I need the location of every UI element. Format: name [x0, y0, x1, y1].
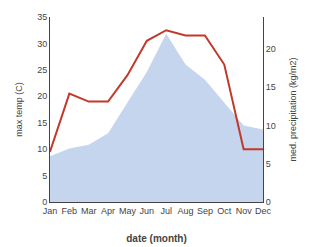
svg-text:Jan: Jan — [43, 206, 58, 216]
svg-text:date (month): date (month) — [126, 233, 187, 244]
svg-text:May: May — [119, 206, 137, 216]
svg-text:Feb: Feb — [62, 206, 78, 216]
svg-text:10: 10 — [266, 121, 276, 131]
svg-text:0: 0 — [42, 197, 47, 207]
svg-text:Oct: Oct — [217, 206, 232, 216]
svg-text:Sep: Sep — [197, 206, 213, 216]
svg-text:Jul: Jul — [160, 206, 172, 216]
svg-text:max temp (C): max temp (C) — [14, 82, 24, 137]
svg-text:Mar: Mar — [81, 206, 97, 216]
svg-text:Jun: Jun — [140, 206, 155, 216]
svg-text:med. precipitation (kg/m2): med. precipitation (kg/m2) — [288, 57, 298, 161]
svg-text:10: 10 — [37, 144, 47, 154]
svg-text:Nov: Nov — [236, 206, 253, 216]
svg-text:Aug: Aug — [178, 206, 194, 216]
svg-text:5: 5 — [266, 159, 271, 169]
svg-text:0: 0 — [266, 197, 271, 207]
svg-text:25: 25 — [37, 65, 47, 75]
svg-text:Dec: Dec — [255, 206, 272, 216]
svg-text:15: 15 — [266, 82, 276, 92]
svg-text:20: 20 — [266, 44, 276, 54]
svg-text:15: 15 — [37, 118, 47, 128]
svg-text:Apr: Apr — [101, 206, 115, 216]
svg-text:5: 5 — [42, 171, 47, 181]
svg-text:30: 30 — [37, 39, 47, 49]
svg-text:20: 20 — [37, 91, 47, 101]
svg-text:35: 35 — [37, 12, 47, 22]
